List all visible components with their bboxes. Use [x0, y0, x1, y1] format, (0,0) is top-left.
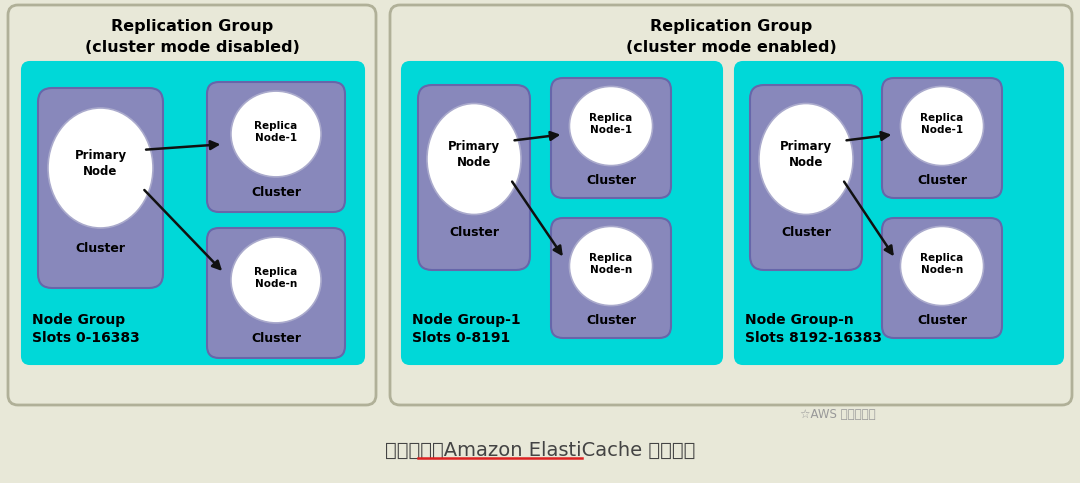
FancyBboxPatch shape — [38, 88, 163, 288]
Text: Cluster: Cluster — [917, 173, 967, 186]
Text: Cluster: Cluster — [917, 313, 967, 327]
Ellipse shape — [48, 108, 153, 228]
FancyBboxPatch shape — [551, 218, 671, 338]
Text: Cluster: Cluster — [781, 227, 831, 240]
Text: Cluster: Cluster — [76, 242, 125, 255]
Text: Slots 0-8191: Slots 0-8191 — [411, 331, 510, 345]
Ellipse shape — [569, 227, 652, 306]
FancyBboxPatch shape — [750, 85, 862, 270]
FancyBboxPatch shape — [551, 78, 671, 198]
Ellipse shape — [231, 91, 321, 177]
Ellipse shape — [427, 103, 521, 214]
Ellipse shape — [901, 86, 984, 166]
Text: Cluster: Cluster — [586, 173, 636, 186]
Text: ☆AWS 架构师之旅: ☆AWS 架构师之旅 — [800, 409, 876, 422]
Text: Cluster: Cluster — [449, 227, 499, 240]
Ellipse shape — [759, 103, 853, 214]
FancyBboxPatch shape — [207, 228, 345, 358]
Text: Node Group-1: Node Group-1 — [411, 313, 521, 327]
FancyBboxPatch shape — [735, 62, 1063, 364]
Text: Slots 0-16383: Slots 0-16383 — [32, 331, 139, 345]
FancyBboxPatch shape — [22, 62, 364, 364]
Text: Cluster: Cluster — [251, 186, 301, 199]
Text: Replica
Node-n: Replica Node-n — [590, 253, 633, 275]
Text: 图片来源：Amazon ElastiCache 官方文档: 图片来源：Amazon ElastiCache 官方文档 — [384, 440, 696, 459]
Text: Node Group-n: Node Group-n — [745, 313, 854, 327]
FancyBboxPatch shape — [882, 218, 1002, 338]
Text: Replica
Node-n: Replica Node-n — [920, 253, 963, 275]
Text: Replica
Node-1: Replica Node-1 — [590, 113, 633, 135]
Text: Slots 8192-16383: Slots 8192-16383 — [745, 331, 882, 345]
Text: Replication Group: Replication Group — [650, 19, 812, 34]
Text: Replica
Node-1: Replica Node-1 — [920, 113, 963, 135]
Text: Replica
Node-n: Replica Node-n — [255, 267, 298, 289]
Text: Primary
Node: Primary Node — [75, 149, 126, 178]
FancyBboxPatch shape — [418, 85, 530, 270]
Ellipse shape — [569, 86, 652, 166]
Text: Node Group: Node Group — [32, 313, 125, 327]
Text: Primary
Node: Primary Node — [780, 140, 832, 169]
Text: Replica
Node-1: Replica Node-1 — [255, 121, 298, 143]
Text: Cluster: Cluster — [251, 332, 301, 345]
Text: (cluster mode enabled): (cluster mode enabled) — [625, 40, 836, 55]
FancyBboxPatch shape — [390, 5, 1072, 405]
Text: Replication Group: Replication Group — [111, 19, 273, 34]
Text: Cluster: Cluster — [586, 313, 636, 327]
FancyBboxPatch shape — [8, 5, 376, 405]
FancyBboxPatch shape — [207, 82, 345, 212]
Text: (cluster mode disabled): (cluster mode disabled) — [84, 40, 299, 55]
Ellipse shape — [231, 237, 321, 323]
FancyBboxPatch shape — [882, 78, 1002, 198]
FancyBboxPatch shape — [402, 62, 723, 364]
Ellipse shape — [901, 227, 984, 306]
Text: Primary
Node: Primary Node — [448, 140, 500, 169]
